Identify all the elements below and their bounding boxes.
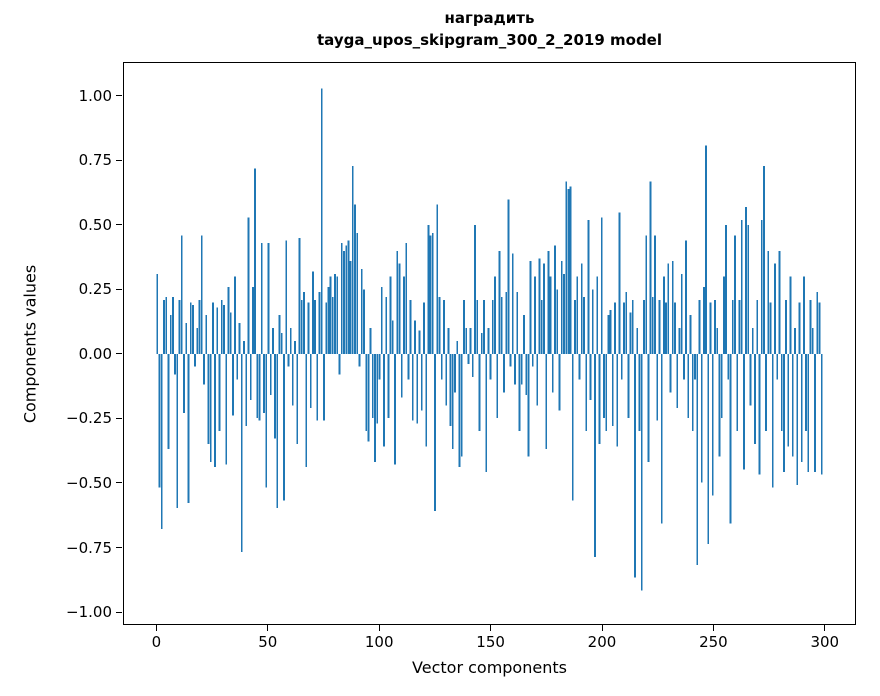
x-tick-label: 300 xyxy=(810,633,840,651)
x-tick-mark xyxy=(267,625,269,631)
y-tick-mark xyxy=(116,482,122,484)
y-tick-label: −1.00 xyxy=(66,603,112,622)
x-tick-mark xyxy=(601,625,603,631)
y-tick-label: −0.75 xyxy=(66,538,112,557)
y-tick-mark xyxy=(116,224,122,226)
y-tick-label: 0.75 xyxy=(78,151,112,170)
y-tick-mark xyxy=(116,95,122,97)
bar-series xyxy=(156,88,823,591)
plot-area xyxy=(123,62,856,625)
x-tick-label: 50 xyxy=(258,633,278,651)
chart-title: наградить xyxy=(444,9,535,27)
y-tick-mark xyxy=(116,611,122,613)
y-tick-label: −0.25 xyxy=(66,409,112,428)
y-tick-mark xyxy=(116,353,122,355)
y-tick-label: 0.25 xyxy=(78,280,112,299)
y-tick-mark xyxy=(116,547,122,549)
x-axis-label: Vector components xyxy=(412,658,567,677)
x-tick-label: 200 xyxy=(587,633,617,651)
y-tick-label: 0.00 xyxy=(78,344,112,363)
y-tick-label: −0.50 xyxy=(66,473,112,492)
x-tick-label: 100 xyxy=(364,633,394,651)
y-tick-mark xyxy=(116,288,122,290)
y-tick-label: 1.00 xyxy=(78,86,112,105)
x-tick-label: 250 xyxy=(699,633,728,651)
x-tick-mark xyxy=(824,625,826,631)
x-tick-label: 150 xyxy=(476,633,505,651)
x-tick-label: 0 xyxy=(151,633,162,651)
x-tick-mark xyxy=(378,625,380,631)
y-tick-mark xyxy=(116,159,122,161)
chart-subtitle: tayga_upos_skipgram_300_2_2019 model xyxy=(317,31,662,49)
x-tick-mark xyxy=(490,625,492,631)
x-tick-mark xyxy=(712,625,714,631)
y-tick-label: 0.50 xyxy=(78,215,112,234)
x-tick-mark xyxy=(155,625,157,631)
y-tick-mark xyxy=(116,417,122,419)
